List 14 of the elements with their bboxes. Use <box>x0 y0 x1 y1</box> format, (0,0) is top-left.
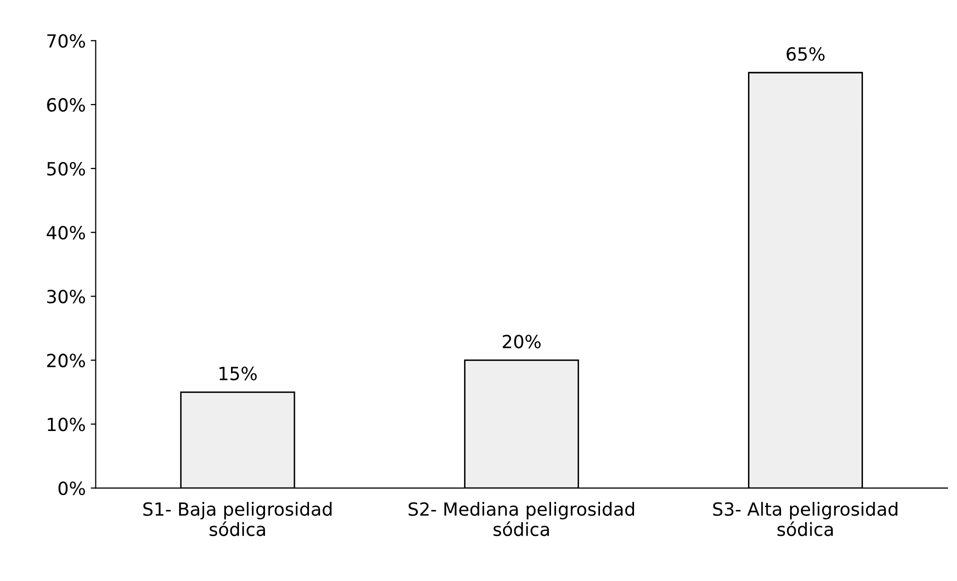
y-tick-label: 50% <box>47 162 85 176</box>
y-tick-label: 70% <box>47 34 85 48</box>
data-label: 20% <box>502 334 541 348</box>
y-tick-label: 10% <box>48 418 85 432</box>
data-label: 65% <box>786 47 825 61</box>
x-tick-label: S1- Baja peligrosidad sódica <box>143 502 332 536</box>
y-tick-label: 30% <box>47 290 85 304</box>
x-tick-label: S2- Mediana peligrosidad sódica <box>408 502 634 536</box>
y-tick-label: 60% <box>47 98 85 112</box>
x-tick-label: S3- Alta peligrosidad sódica <box>713 502 898 536</box>
y-tick-label: 20% <box>47 354 85 368</box>
y-tick-label: 0% <box>58 482 85 496</box>
y-tick-label: 40% <box>46 226 85 240</box>
data-label: 15% <box>220 366 257 380</box>
